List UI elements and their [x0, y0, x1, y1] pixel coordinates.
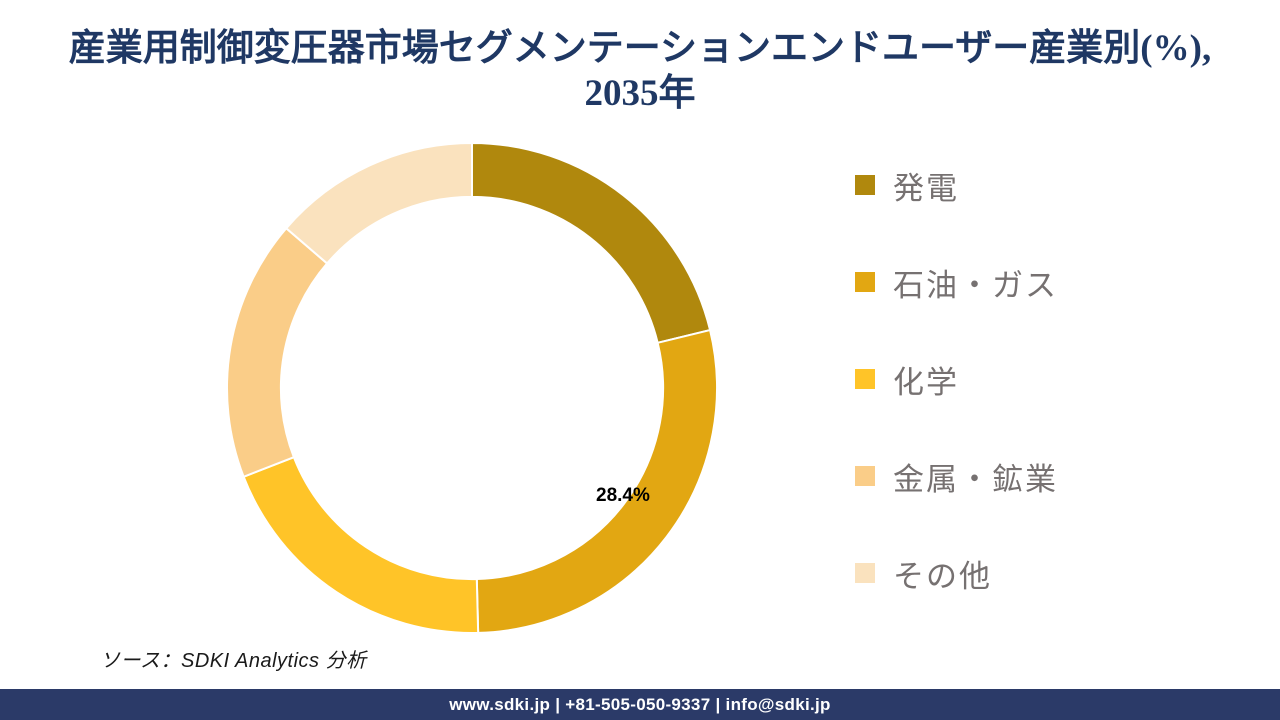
legend-swatch-icon [855, 466, 875, 486]
footer-bar: www.sdki.jp | +81-505-050-9337 | info@sd… [0, 689, 1280, 720]
slice-data-label: 28.4% [596, 485, 650, 506]
legend-label: 化学 [893, 364, 959, 400]
legend-label: 金属・鉱業 [893, 461, 1058, 497]
donut-chart: 28.4% [222, 138, 722, 638]
legend-item-3: 金属・鉱業 [855, 456, 1058, 497]
source-note: ソース：SDKI Analytics 分析 [100, 650, 367, 672]
donut-slice-0 [471, 141, 712, 345]
legend-swatch-icon [855, 369, 875, 389]
chart-legend: 発電石油・ガス化学金属・鉱業その他 [855, 165, 1058, 650]
legend-item-4: その他 [855, 553, 1058, 594]
donut-slice-2 [242, 455, 480, 634]
footer-contact-text: www.sdki.jp | +81-505-050-9337 | info@sd… [449, 694, 831, 714]
legend-label: その他 [893, 558, 992, 594]
legend-swatch-icon [855, 175, 875, 195]
donut-slice-1 [475, 328, 718, 634]
legend-label: 発電 [893, 170, 959, 206]
legend-swatch-icon [855, 272, 875, 292]
legend-item-2: 化学 [855, 359, 1058, 400]
legend-item-0: 発電 [855, 165, 1058, 206]
donut-slice-3 [226, 226, 329, 479]
donut-slice-4 [284, 141, 473, 265]
page-title-line1: 産業用制御変圧器市場セグメンテーションエンドユーザー産業別(%), [68, 28, 1212, 69]
page-title: 産業用制御変圧器市場セグメンテーションエンドユーザー産業別(%), 2035年 [0, 26, 1280, 116]
page-title-line2: 2035年 [584, 73, 696, 115]
legend-item-1: 石油・ガス [855, 262, 1058, 303]
legend-swatch-icon [855, 563, 875, 583]
legend-label: 石油・ガス [893, 267, 1058, 303]
donut-chart-svg [226, 141, 718, 634]
